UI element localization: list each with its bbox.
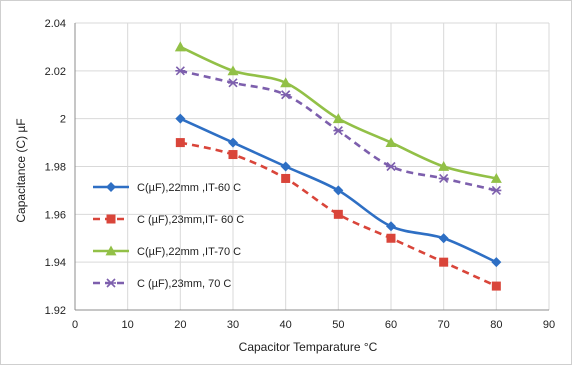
- x-tick-label: 90: [543, 319, 555, 331]
- series-2-point: [228, 150, 238, 160]
- y-tick-label: 1.96: [45, 209, 66, 221]
- x-tick-label: 50: [332, 319, 344, 331]
- series-1-point: [280, 161, 291, 172]
- y-tick-label: 2.02: [45, 66, 66, 78]
- series-3-point: [280, 77, 292, 88]
- x-tick-label: 70: [438, 319, 450, 331]
- y-tick-label: 1.92: [45, 305, 66, 317]
- legend-entry-label: C (µF),23mm,IT- 60 C: [137, 214, 244, 226]
- series-3-point: [227, 65, 239, 76]
- series-2-point: [333, 209, 343, 219]
- series-3-point: [332, 113, 344, 124]
- x-tick-label: 10: [122, 319, 134, 331]
- legend-swatch-marker: [105, 245, 117, 256]
- y-tick-label: 2.04: [45, 18, 66, 30]
- series-4-point: [280, 90, 291, 100]
- x-tick-label: 20: [174, 319, 186, 331]
- legend-swatch-marker: [106, 182, 116, 192]
- y-tick-label: 1.94: [45, 257, 66, 269]
- y-tick-label: 1.98: [45, 162, 66, 174]
- series-1-point: [333, 185, 344, 196]
- series-4-point: [333, 126, 344, 136]
- series-1-point: [175, 113, 186, 124]
- series-2-point: [491, 281, 501, 291]
- legend-swatch-marker: [106, 214, 116, 224]
- series-1-point: [228, 137, 238, 148]
- legend-entry-label: C(µF),22mm ,IT-60 C: [137, 182, 241, 194]
- series-4-point: [491, 185, 502, 195]
- series-2-point: [439, 257, 449, 267]
- series-2-point: [175, 138, 185, 148]
- y-axis-title: Capacitance (C) µF: [14, 118, 28, 222]
- series-4-point: [228, 78, 238, 88]
- series-1-point: [386, 221, 396, 232]
- legend-entry-label: C (µF),23mm, 70 C: [137, 278, 231, 290]
- series-2-point: [281, 173, 291, 183]
- series-1-point: [438, 233, 449, 244]
- x-tick-label: 30: [227, 319, 239, 331]
- series-4-point: [175, 66, 186, 76]
- series-4-point: [438, 173, 449, 184]
- series-3-point: [174, 41, 186, 52]
- series-3-point: [438, 161, 450, 171]
- legend-entry-label: C(µF),22mm ,IT-70 C: [137, 246, 241, 258]
- x-tick-label: 40: [280, 319, 292, 331]
- x-tick-label: 0: [72, 319, 78, 331]
- series-1-point: [491, 257, 502, 268]
- x-tick-label: 80: [490, 319, 502, 331]
- legend-swatch-marker: [106, 278, 116, 288]
- series-3-point: [490, 172, 502, 183]
- series-2-point: [386, 233, 396, 243]
- x-axis-title: Capacitor Temparature °C: [239, 340, 378, 354]
- series-4-point: [386, 161, 396, 172]
- series-3-point: [385, 137, 397, 147]
- x-tick-label: 60: [385, 319, 397, 331]
- y-tick-label: 2: [60, 114, 66, 126]
